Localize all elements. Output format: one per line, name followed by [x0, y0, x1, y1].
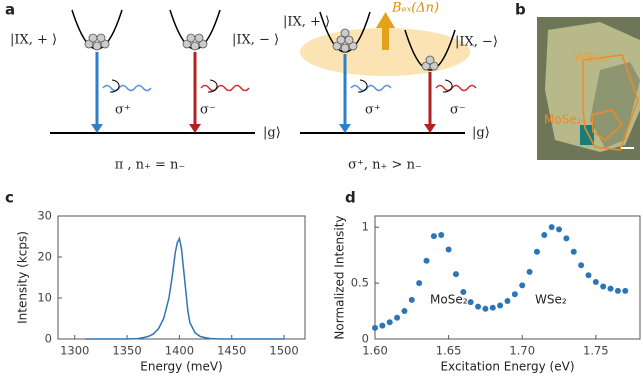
- y-tick-label: 0: [45, 332, 52, 346]
- x-axis-label: Excitation Energy (eV): [440, 360, 574, 374]
- y-tick-label: 20: [37, 250, 52, 264]
- point: [600, 283, 607, 290]
- y-axis-label: Intensity (kcps): [16, 231, 30, 324]
- state-label: |IX, + ⟩: [10, 33, 57, 48]
- x-tick-label: 1.65: [436, 344, 462, 358]
- field-label: Bₑₓ(Δn): [391, 1, 439, 16]
- caption: σ⁺, n₊ > n₋: [348, 158, 422, 173]
- micrograph: WSe₂ MoSe₂: [537, 17, 640, 160]
- panel-label: c: [5, 189, 14, 207]
- point: [401, 308, 408, 315]
- point: [614, 287, 621, 294]
- ground-label: |g⟩: [472, 126, 490, 141]
- panel-label: d: [345, 189, 356, 207]
- state-label: |IX, − ⟩: [232, 33, 279, 48]
- y-axis-label: Normalized Intensity: [333, 215, 347, 339]
- point: [563, 235, 570, 242]
- x-tick-label: 1.75: [583, 344, 609, 358]
- line: [85, 236, 285, 340]
- polarization-label: σ⁺: [365, 103, 381, 118]
- point: [511, 291, 518, 298]
- x-tick-label: 1350: [112, 344, 141, 358]
- annotation: MoSe₂: [430, 293, 468, 307]
- point: [416, 280, 423, 287]
- point: [379, 322, 386, 329]
- point: [541, 232, 548, 239]
- state-label: |IX, + ⟩: [283, 15, 330, 30]
- material-label: WSe₂: [574, 51, 606, 65]
- x-tick-label: 1300: [60, 344, 89, 358]
- point: [489, 304, 496, 311]
- point: [578, 262, 585, 269]
- y-tick-label: 0: [362, 332, 369, 346]
- point: [467, 299, 474, 306]
- y-tick-label: 0.5: [351, 276, 369, 290]
- point: [445, 246, 452, 253]
- point: [438, 232, 445, 239]
- caption: π , n₊ = n₋: [115, 158, 186, 173]
- annotation: WSe₂: [535, 293, 567, 307]
- y-tick-label: 30: [37, 209, 52, 223]
- point: [592, 278, 599, 285]
- x-tick-label: 1.70: [509, 344, 535, 358]
- x-tick-label: 1.60: [362, 344, 388, 358]
- point: [556, 226, 563, 233]
- point: [526, 268, 533, 275]
- x-axis-label: Energy (meV): [140, 360, 222, 374]
- point: [533, 248, 540, 255]
- plot-frame: [374, 215, 641, 340]
- diagram-left: |IX, + ⟩ |IX, − ⟩ σ⁺ σ⁻ |g⟩ π , n₊ = n₋: [10, 9, 281, 173]
- point: [585, 272, 592, 279]
- ground-label: |g⟩: [263, 126, 281, 141]
- y-tick-label: 1: [362, 220, 369, 234]
- point: [482, 305, 489, 312]
- point: [423, 257, 430, 264]
- point: [408, 296, 415, 303]
- y-tick-label: 10: [37, 291, 52, 305]
- point: [460, 289, 467, 296]
- point: [394, 314, 401, 321]
- point: [372, 324, 378, 331]
- diagram-right: |IX, + ⟩ |IX, −⟩ Bₑₓ(Δn) σ⁺ σ⁻ |g⟩ σ⁺, n…: [283, 1, 498, 173]
- point: [452, 271, 459, 278]
- plot-frame: [57, 215, 306, 340]
- point: [504, 297, 511, 304]
- polarization-label: σ⁻: [200, 103, 216, 118]
- point: [570, 248, 577, 255]
- x-tick-label: 1450: [217, 344, 246, 358]
- point: [548, 224, 555, 231]
- point: [430, 233, 437, 240]
- polarization-label: σ⁺: [115, 103, 131, 118]
- point: [386, 319, 393, 326]
- point: [497, 302, 504, 309]
- panel-label: a: [5, 1, 15, 19]
- panel-label: b: [515, 1, 526, 19]
- point: [519, 282, 526, 289]
- polarization-label: σ⁻: [450, 103, 466, 118]
- state-label: |IX, −⟩: [455, 35, 498, 50]
- x-tick-label: 1400: [165, 344, 194, 358]
- point: [475, 303, 482, 310]
- point: [622, 287, 629, 294]
- x-tick-label: 1500: [269, 344, 298, 358]
- material-label: MoSe₂: [544, 113, 582, 127]
- point: [607, 285, 614, 292]
